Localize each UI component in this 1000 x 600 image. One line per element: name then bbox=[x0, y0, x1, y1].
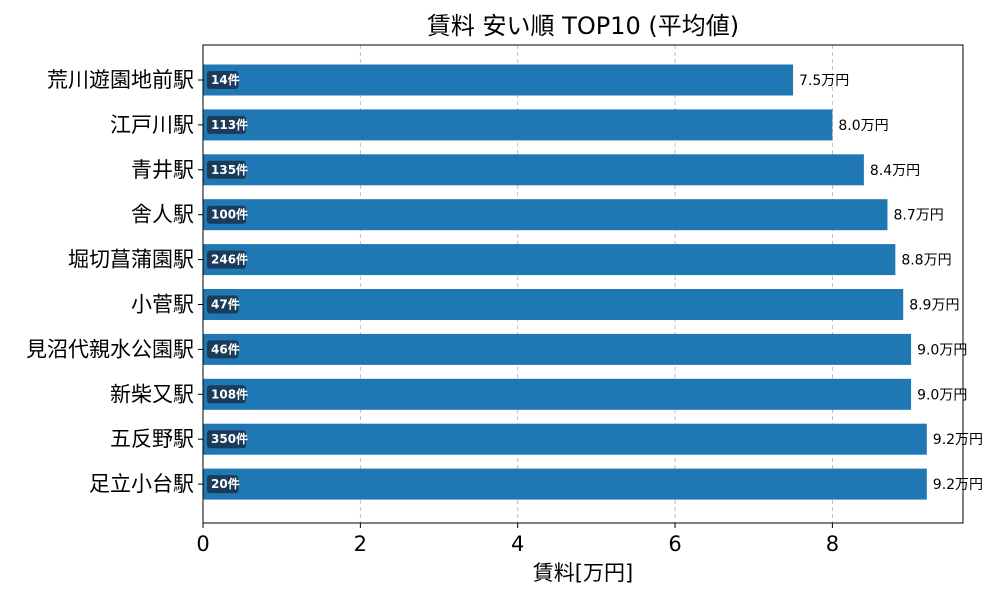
y-tick-label: 足立小台駅 bbox=[89, 472, 194, 496]
bars: 14件 7.5万円 113件 8.0万円 135件 8.4万円 100件 8.7万円 246件 8… bbox=[203, 64, 983, 500]
count-label: 47件 bbox=[211, 297, 240, 312]
value-label: 8.0万円 bbox=[838, 118, 888, 134]
value-label: 9.2万円 bbox=[933, 432, 983, 448]
plot-frame bbox=[202, 44, 964, 524]
value-label: 9.2万円 bbox=[933, 477, 983, 493]
x-tick-label: 8 bbox=[826, 532, 839, 556]
count-label: 100件 bbox=[211, 207, 248, 222]
value-label: 9.0万円 bbox=[917, 342, 967, 358]
count-badge bbox=[207, 475, 239, 494]
bar bbox=[203, 423, 927, 455]
count-label: 135件 bbox=[211, 162, 248, 177]
x-tick-label: 6 bbox=[668, 532, 681, 556]
count-badge bbox=[207, 430, 246, 449]
y-tick-label: 舎人駅 bbox=[131, 203, 194, 227]
x-axis: 0 2 4 6 8 bbox=[196, 523, 839, 556]
y-tick-label: 見沼代親水公園駅 bbox=[26, 337, 194, 361]
y-tick-label: 小菅駅 bbox=[131, 293, 194, 317]
bar bbox=[203, 378, 912, 410]
bar bbox=[203, 154, 864, 186]
bar bbox=[203, 64, 794, 96]
x-tick-label: 4 bbox=[511, 532, 524, 556]
count-badge bbox=[207, 205, 246, 224]
value-label: 8.7万円 bbox=[893, 208, 943, 224]
value-label: 7.5万円 bbox=[799, 73, 849, 89]
count-label: 108件 bbox=[211, 386, 248, 401]
count-badge bbox=[207, 160, 246, 179]
bar bbox=[203, 289, 904, 320]
x-tick-label: 0 bbox=[196, 532, 209, 556]
count-label: 46件 bbox=[211, 341, 240, 356]
y-tick-label: 堀切菖蒲園駅 bbox=[68, 248, 194, 272]
y-tick-label: 青井駅 bbox=[131, 158, 194, 182]
count-badge bbox=[207, 71, 239, 89]
value-label: 8.9万円 bbox=[909, 298, 959, 314]
y-tick-label: 荒川遊園地前駅 bbox=[47, 68, 194, 92]
bar bbox=[203, 244, 896, 276]
count-label: 14件 bbox=[211, 72, 240, 87]
y-tick-label: 新柴又駅 bbox=[110, 382, 194, 406]
count-label: 350件 bbox=[211, 431, 248, 446]
x-tick-label: 2 bbox=[354, 532, 367, 556]
count-badge bbox=[207, 250, 246, 269]
y-axis: 荒川遊園地前駅江戸川駅青井駅舎人駅堀切菖蒲園駅小菅駅見沼代親水公園駅新柴又駅五反… bbox=[26, 68, 203, 496]
count-badge bbox=[207, 115, 246, 134]
y-tick-label: 五反野駅 bbox=[110, 427, 194, 451]
count-label: 20件 bbox=[211, 476, 240, 491]
value-label: 8.4万円 bbox=[870, 163, 920, 179]
count-badge bbox=[207, 385, 246, 404]
bar bbox=[203, 199, 888, 231]
bar bbox=[203, 468, 927, 500]
bar bbox=[203, 109, 833, 141]
bar bbox=[203, 333, 912, 365]
value-label: 9.0万円 bbox=[917, 387, 967, 403]
x-axis-label: 賃料[万円] bbox=[533, 561, 633, 585]
count-label: 113件 bbox=[211, 117, 248, 132]
y-tick-label: 江戸川駅 bbox=[110, 113, 194, 137]
count-badge bbox=[207, 340, 239, 359]
count-badge bbox=[207, 295, 239, 314]
count-label: 246件 bbox=[211, 252, 248, 267]
value-label: 8.8万円 bbox=[901, 253, 951, 269]
chart-title: 賃料 安い順 TOP10 (平均値) bbox=[427, 12, 739, 40]
